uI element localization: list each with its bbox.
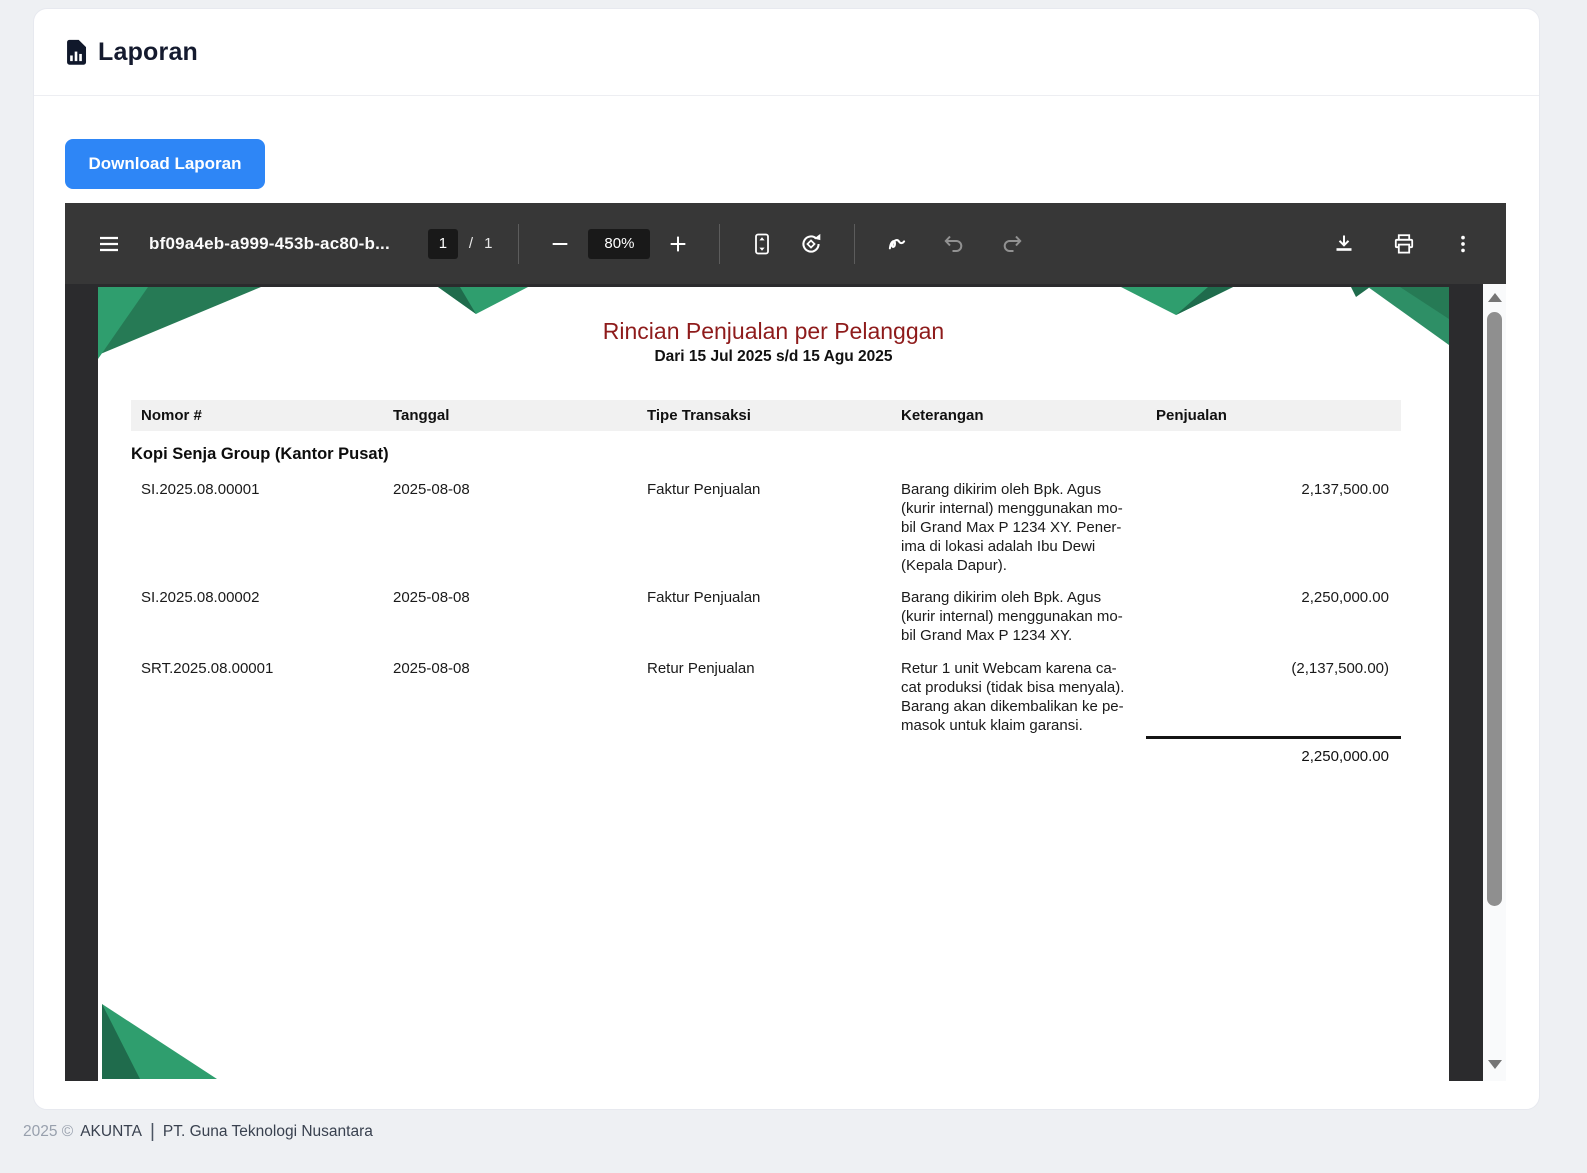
more-options-icon[interactable] xyxy=(1448,228,1478,260)
cell-keterangan: Barang dikirim oleh Bpk. Agus (kurir int… xyxy=(901,589,1123,644)
page-title: Laporan xyxy=(98,37,199,66)
cell-nomor: SRT.2025.08.00001 xyxy=(141,660,274,677)
cell-tipe: Faktur Penjualan xyxy=(647,589,761,606)
cell-penjualan: 2,137,500.00 xyxy=(1301,481,1389,498)
cell-tanggal: 2025-08-08 xyxy=(393,481,470,498)
table-row: SI.2025.08.00002 2025-08-08 Faktur Penju… xyxy=(131,588,1401,645)
annotate-icon[interactable] xyxy=(881,227,915,261)
undo-icon[interactable] xyxy=(939,228,971,260)
zoom-in-icon[interactable] xyxy=(663,229,693,259)
card-header: Laporan xyxy=(34,9,1539,96)
cell-keterangan: Retur 1 unit Webcam karena ca- cat produ… xyxy=(901,660,1125,734)
cell-tipe: Retur Penjualan xyxy=(647,660,755,677)
table-row: SI.2025.08.00001 2025-08-08 Faktur Penju… xyxy=(131,480,1401,575)
column-header-nomor: Nomor # xyxy=(141,407,202,424)
cell-keterangan: Barang dikirim oleh Bpk. Agus (kurir int… xyxy=(901,481,1123,574)
pdf-content-area: Rincian Penjualan per Pelanggan Dari 15 … xyxy=(65,284,1506,1081)
scroll-down-icon[interactable] xyxy=(1488,1060,1502,1069)
column-header-keterangan: Keterangan xyxy=(901,407,984,424)
footer-company: PT. Guna Teknologi Nusantara xyxy=(162,1123,373,1140)
column-header-tipe: Tipe Transaksi xyxy=(647,407,751,424)
page-separator: / xyxy=(468,235,474,252)
zoom-out-icon[interactable] xyxy=(545,229,575,259)
cell-penjualan: (2,137,500.00) xyxy=(1291,660,1389,677)
column-header-penjualan: Penjualan xyxy=(1156,407,1227,424)
download-icon[interactable] xyxy=(1328,228,1360,260)
column-header-tanggal: Tanggal xyxy=(393,407,450,424)
cell-tanggal: 2025-08-08 xyxy=(393,660,470,677)
download-laporan-button[interactable]: Download Laporan xyxy=(65,139,265,189)
pdf-toolbar: bf09a4eb-a999-453b-ac80-b... 1 / 1 80% xyxy=(65,203,1506,284)
customer-group-heading: Kopi Senja Group (Kantor Pusat) xyxy=(131,445,389,463)
toolbar-divider xyxy=(518,223,520,264)
page-number-input[interactable]: 1 xyxy=(427,228,458,259)
menu-icon[interactable] xyxy=(93,228,125,260)
cell-nomor: SI.2025.08.00002 xyxy=(141,589,260,606)
scroll-up-icon[interactable] xyxy=(1488,293,1502,302)
total-amount: 2,250,000.00 xyxy=(1301,748,1389,765)
footer-divider: | xyxy=(149,1121,155,1142)
cell-nomor: SI.2025.08.00001 xyxy=(141,481,260,498)
pdf-scrollbar[interactable] xyxy=(1483,284,1506,1081)
pdf-page: Rincian Penjualan per Pelanggan Dari 15 … xyxy=(98,287,1449,1081)
fit-to-page-icon[interactable] xyxy=(746,228,778,260)
cell-penjualan: 2,250,000.00 xyxy=(1301,589,1389,606)
scrollbar-thumb[interactable] xyxy=(1487,312,1502,906)
table-row: SRT.2025.08.00001 2025-08-08 Retur Penju… xyxy=(131,659,1401,735)
total-rule xyxy=(1146,736,1401,739)
toolbar-divider xyxy=(719,223,721,264)
report-title: Rincian Penjualan per Pelanggan xyxy=(602,318,945,344)
report-subtitle: Dari 15 Jul 2025 s/d 15 Agu 2025 xyxy=(654,348,893,365)
page-total: 1 xyxy=(484,235,493,252)
toolbar-divider xyxy=(854,223,856,264)
laporan-card: Laporan Download Laporan bf09a4eb-a999-4… xyxy=(33,8,1540,1110)
redo-icon[interactable] xyxy=(995,228,1027,260)
app-footer: 2025 © AKUNTA | PT. Guna Teknologi Nusan… xyxy=(23,1121,373,1143)
cell-tipe: Faktur Penjualan xyxy=(647,481,761,498)
footer-brand: AKUNTA xyxy=(80,1123,142,1140)
cell-tanggal: 2025-08-08 xyxy=(393,589,470,606)
table-header-row: Nomor # Tanggal Tipe Transaksi Keteranga… xyxy=(131,400,1401,431)
report-file-icon xyxy=(65,39,87,65)
pdf-filename: bf09a4eb-a999-453b-ac80-b... xyxy=(149,233,390,253)
zoom-level[interactable]: 80% xyxy=(588,228,651,259)
pdf-viewer: bf09a4eb-a999-453b-ac80-b... 1 / 1 80% xyxy=(65,203,1506,1081)
print-icon[interactable] xyxy=(1388,228,1420,260)
rotate-icon[interactable] xyxy=(794,227,828,261)
footer-year: 2025 © xyxy=(23,1123,74,1140)
